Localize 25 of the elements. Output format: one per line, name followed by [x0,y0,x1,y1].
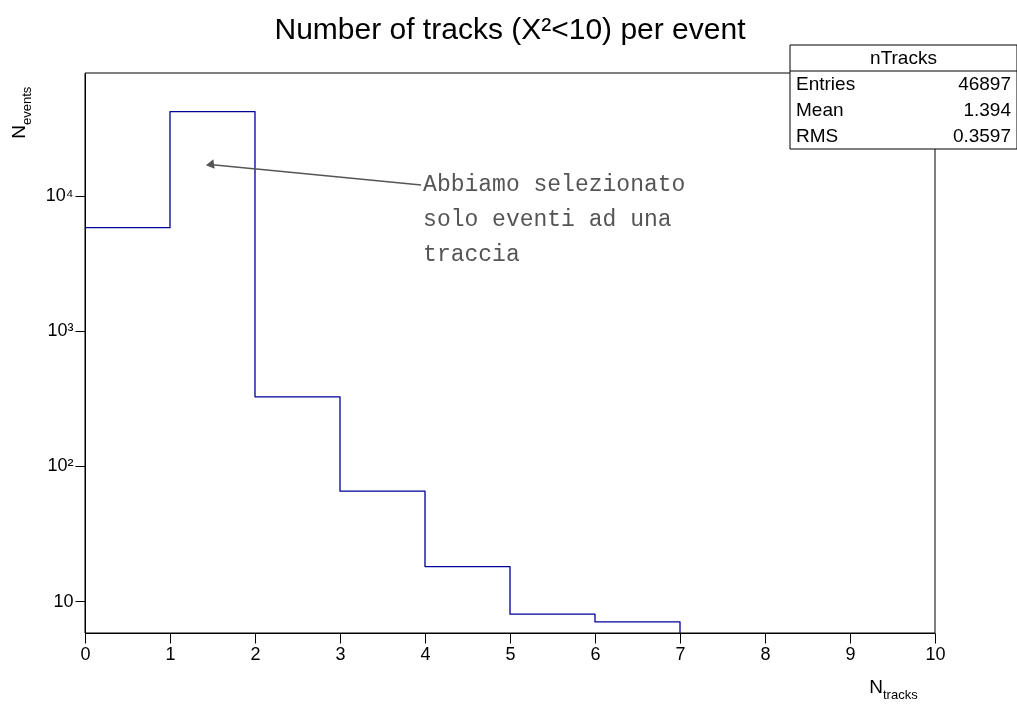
text: 0.3597 [952,125,1011,146]
x-tick-label: 7 [675,643,686,664]
annotation: Mean [796,99,844,120]
x-tick-label: 6 [590,643,601,664]
x-tick-label: 5 [505,643,516,664]
text: 46897 [958,73,1011,94]
y-tick-label: 10 [53,590,74,611]
x-tick-label: 3 [335,643,346,664]
annotation: Abbiamo selezionato solo eventi ad una traccia [423,172,686,268]
y-axis-title: Nevents [8,86,34,139]
x-tick-label: 8 [760,643,771,664]
annotation: Entries [796,73,856,94]
y-tick-label: 10⁴ [45,185,74,206]
x-tick-label: 1 [165,643,176,664]
x-tick-label: 9 [845,643,856,664]
x-tick-label: 4 [420,643,431,664]
annotation: RMS [796,125,839,146]
x-tick-label: 10 [925,643,946,664]
y-tick-label: 10² [47,455,74,476]
y-tick-label: 10³ [47,320,74,341]
x-tick-label: 2 [250,643,261,664]
chart-title: Number of tracks (X²<10) per event [274,11,747,45]
text: nTracks [870,47,937,68]
text: 1.394 [963,99,1012,120]
x-tick-label: 0 [80,643,91,664]
